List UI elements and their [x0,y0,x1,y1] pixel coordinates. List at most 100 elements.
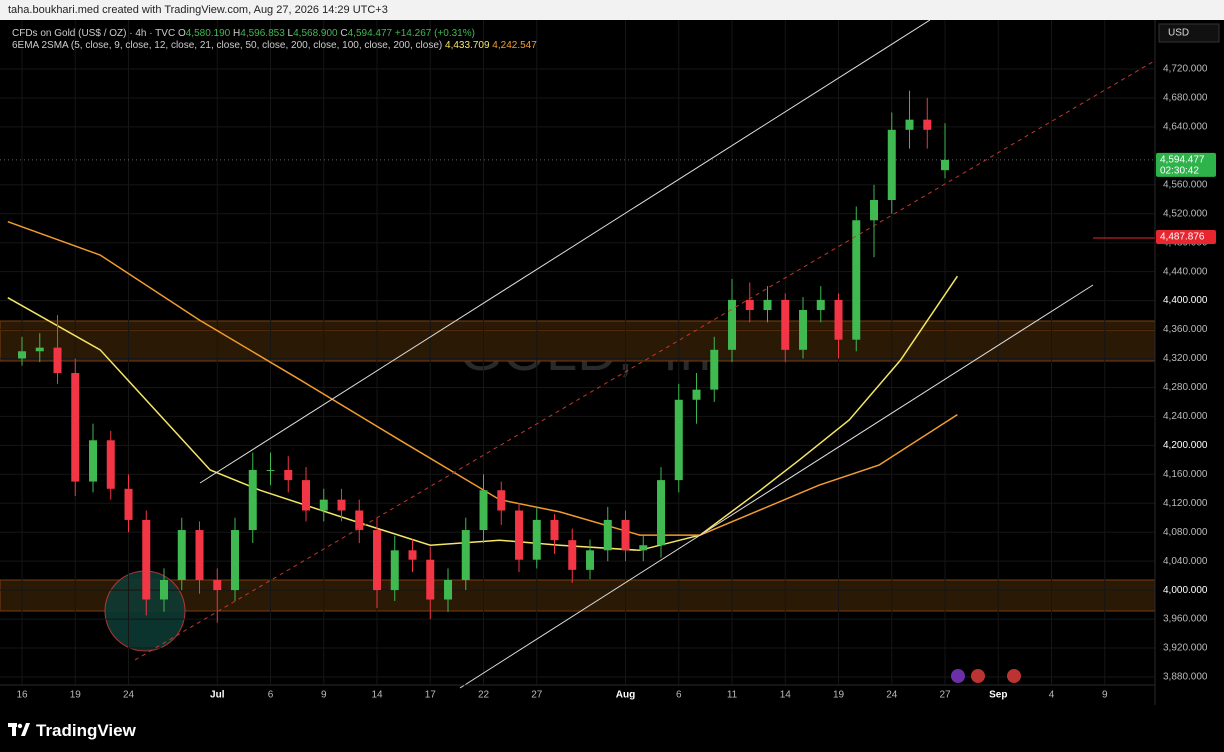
header-bar: taha.boukhari.med created with TradingVi… [0,0,1224,20]
x-tick-label: Sep [989,690,1007,701]
event-icon [971,669,985,683]
candle-body [53,347,62,373]
legend-indicator-value: 4,433.709 [445,40,490,51]
candle-body [373,530,382,591]
legend-key: H [233,28,240,39]
candle-body [266,469,275,471]
candle-body [763,299,772,311]
x-tick-label: 14 [780,690,792,701]
y-tick-label: 4,080.000 [1163,527,1208,538]
x-tick-label: 6 [676,690,682,701]
candle-body [745,299,754,311]
footer-brand: TradingView [36,721,136,740]
candle-body [124,488,133,520]
candle-body [799,310,808,350]
trend-line [199,20,931,484]
y-tick-label: 4,000.000 [1163,585,1208,596]
candle-body [195,530,204,580]
countdown: 02:30:42 [1160,165,1199,176]
x-tick-label: 22 [478,690,490,701]
y-tick-label: 4,040.000 [1163,556,1208,567]
candle-body [568,540,577,570]
x-tick-label: 14 [371,690,383,701]
legend-indicator-text: 6EMA 2SMA (5, close, 9, close, 12, close… [12,40,442,51]
moving-average [7,220,958,536]
legend-key: O [178,28,186,39]
candle-body [284,469,293,481]
legend-symbol-text: CFDs on Gold (US$ / OZ) · 4h · TVC [12,28,175,39]
x-tick-label: 4 [1049,690,1055,701]
candle-body [426,559,435,600]
candle-body [905,119,914,130]
candle-body [302,480,311,511]
footer: TradingView [0,705,1224,752]
logo [8,723,30,736]
candle-body [834,299,843,340]
candle-body [160,579,169,600]
y-tick-label: 4,160.000 [1163,469,1208,480]
y-tick-label: 4,680.000 [1163,93,1208,104]
y-tick-label: 4,360.000 [1163,324,1208,335]
currency: USD [1168,28,1189,39]
y-tick-label: 4,240.000 [1163,411,1208,422]
candle-body [550,519,559,541]
y-tick-label: 4,560.000 [1163,179,1208,190]
candle-body [408,550,417,560]
x-tick-label: 16 [16,690,28,701]
candle-body [781,299,790,350]
candle-body [586,550,595,570]
legend-value: 4,580.190 [186,28,231,39]
plot [0,20,1155,685]
candle-body [941,159,950,171]
candle-body [710,349,719,390]
candle-body [177,530,186,580]
y-tick-label: 4,400.000 [1163,295,1208,306]
y-tick-label: 4,280.000 [1163,382,1208,393]
moving-average [7,275,959,552]
candle-body [319,499,328,511]
candle-body [444,579,453,600]
candle-body [142,519,151,600]
chart: GOLD, 4h USD CFDs on Gold (US$ / OZ) · 4… [0,20,1224,705]
y-tick-label: 3,920.000 [1163,643,1208,654]
legend-value: 4,596.853 [240,28,285,39]
y-tick-label: 3,960.000 [1163,614,1208,625]
price-label-box [1156,230,1216,245]
price-label-box [1156,152,1216,177]
candle-body [390,550,399,591]
candle-body [479,490,488,531]
price-axis [1155,20,1224,705]
candle-body [71,372,80,482]
x-tick-label: 9 [321,690,327,701]
candle-body [603,519,612,551]
x-tick-label: 19 [70,690,82,701]
legend-symbol: CFDs on Gold (US$ / OZ) · 4h · TVC O4,58… [12,28,475,39]
candle-body [639,545,648,551]
candle-body [106,440,115,489]
x-tick-label: 24 [886,690,898,701]
candle-body [657,480,666,546]
x-tick-label: Jul [210,690,225,701]
x-tick-label: 6 [268,690,274,701]
y-tick-label: 4,520.000 [1163,208,1208,219]
y-tick-label: 4,200.000 [1163,440,1208,451]
event-icon [1007,669,1021,683]
candle-body [674,399,683,481]
currency-box [1158,23,1220,43]
x-tick-label: 9 [1102,690,1108,701]
price-label: 4,594.477 [1160,154,1205,165]
candle-body [532,519,541,560]
candle-body [231,530,240,591]
dashed-trend-line [134,20,1224,661]
candle-body [18,351,27,359]
legend-indicator: 6EMA 2SMA (5, close, 9, close, 12, close… [12,40,537,51]
x-tick-label: 19 [833,690,845,701]
price-label: 4,487.876 [1160,232,1205,243]
legend-indicator-value: 4,242.547 [492,40,537,51]
y-tick-label: 4,320.000 [1163,353,1208,364]
x-tick-label: 11 [727,690,738,701]
x-tick-label: 24 [123,690,135,701]
candle-body [621,519,630,551]
resistance-zone [0,320,1156,362]
